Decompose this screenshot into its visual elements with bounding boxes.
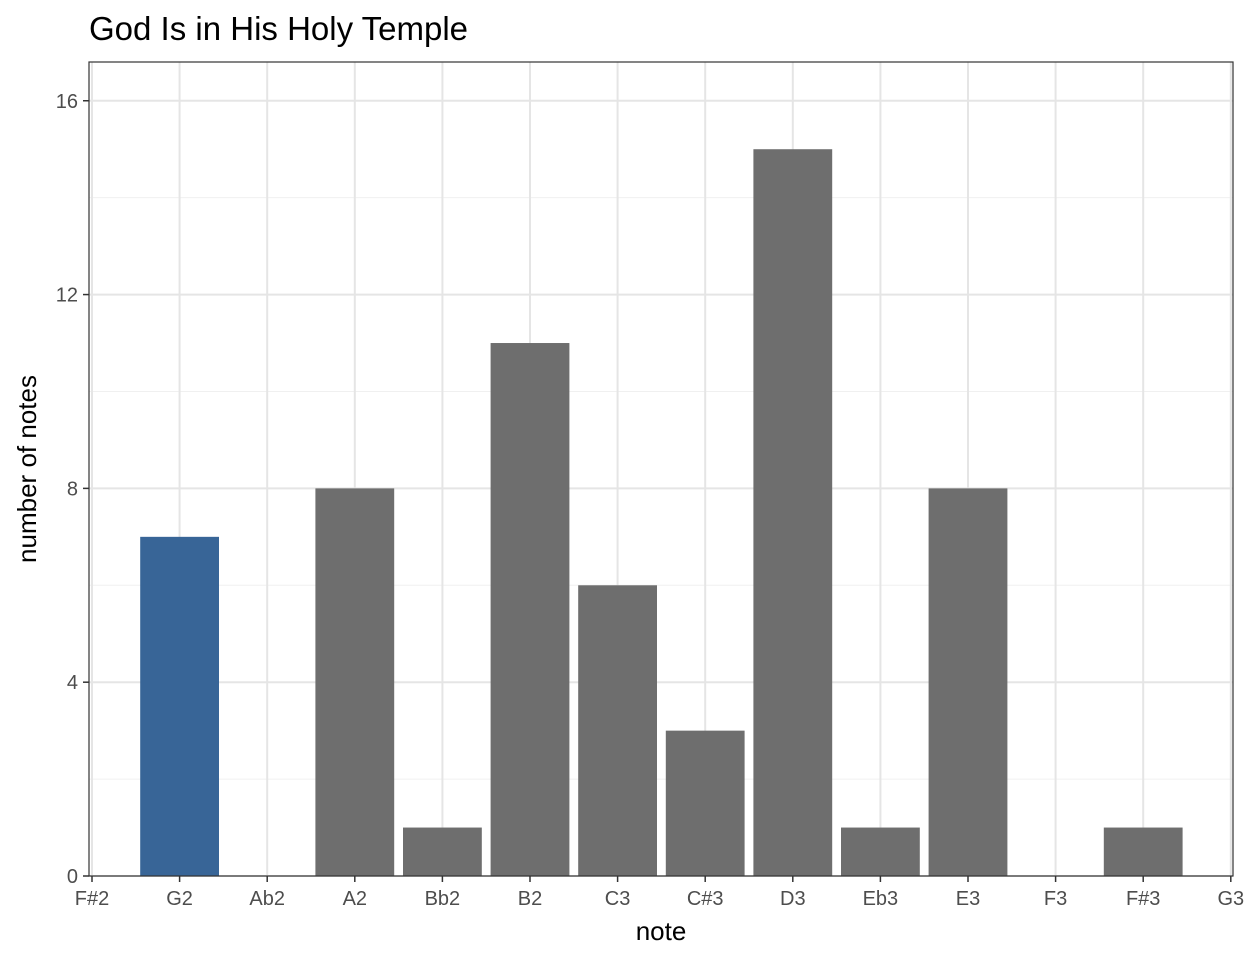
y-tick-label: 0 [67,866,78,888]
x-tick-label: F#3 [1126,888,1160,910]
bar-Eb3 [841,827,920,876]
bar-E3 [928,488,1008,876]
x-tick-label: G3 [1217,888,1244,910]
x-tick-label: F#2 [75,888,109,910]
chart-title: God Is in His Holy Temple [89,10,468,47]
plot-panel-border [88,61,1234,877]
y-tick-label: 4 [67,672,78,694]
grid [89,62,1233,877]
x-tick-label: Eb3 [863,888,899,910]
x-tick-label: D3 [780,888,806,910]
x-tick-label: A2 [343,888,367,910]
bar-C#3 [665,730,745,876]
x-tick-label: C#3 [687,888,724,910]
x-tick-label: C3 [605,888,631,910]
x-tick-label: Bb2 [425,888,461,910]
x-tick-label: E3 [956,888,980,910]
x-tick-label: G2 [166,888,193,910]
x-tick-label: Ab2 [249,888,285,910]
y-axis-title: number of notes [12,375,42,563]
bar-G2 [140,536,219,876]
x-axis-title: note [636,916,687,946]
x-tick-label: F3 [1044,888,1067,910]
bar-Bb2 [403,827,482,876]
bars [140,149,1183,876]
x-tick-label: B2 [518,888,542,910]
x-axis: F#2 G2 Ab2 A2 Bb2 B2 C3 C#3 D3 Eb3 E3 F3 F#3 G3 [75,876,1244,910]
y-tick-label: 12 [56,285,78,307]
bar-D3 [753,149,833,876]
bar-C3 [578,585,657,876]
y-tick-label: 8 [67,478,78,500]
bar-A2 [315,488,395,876]
y-tick-label: 16 [56,91,78,113]
bar-F#3 [1103,827,1183,876]
bar-B2 [490,343,570,876]
y-axis: 0 4 8 12 16 [56,91,89,888]
